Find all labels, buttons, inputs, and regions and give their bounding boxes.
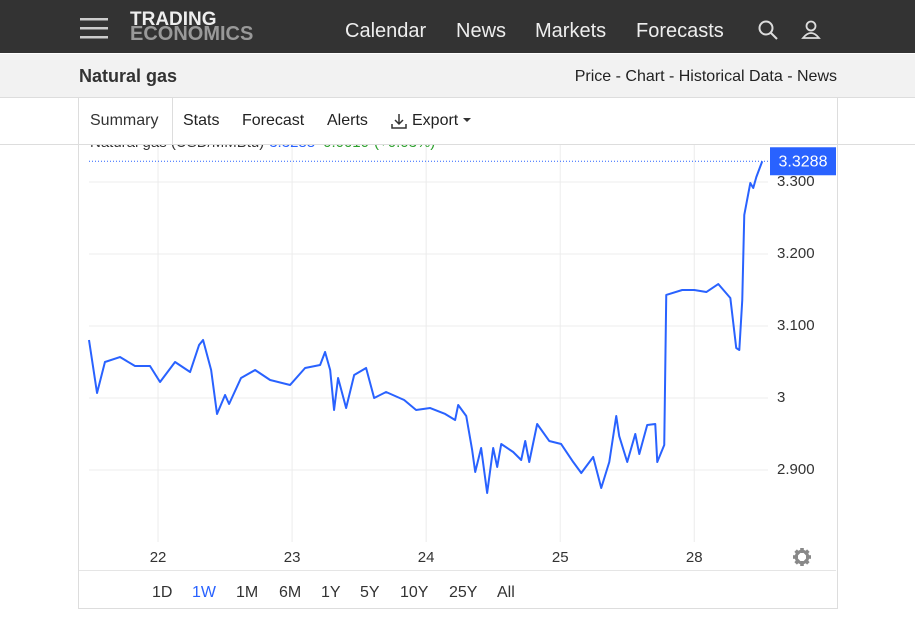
chart-box (78, 98, 838, 609)
user-icon[interactable] (801, 20, 823, 42)
header-link[interactable]: Price (574, 68, 612, 85)
legend-name: Natural gas (USD/MMBtu) (90, 145, 264, 151)
nav-link[interactable]: Calendar (345, 20, 427, 42)
legend-change-pct: (+0.03%) (374, 145, 435, 151)
x-tick-label: 22 (150, 549, 167, 566)
last-value-box (770, 147, 836, 176)
header-link[interactable]: Historical Data (678, 68, 783, 85)
tab[interactable]: Stats (183, 112, 220, 129)
price-line (88, 160, 764, 495)
chart: 2.90033.1003.2003.30022232425283.3288Nat… (88, 145, 836, 566)
logo-line: ECONOMICS (130, 23, 254, 45)
y-tick-label: 3.100 (777, 317, 815, 334)
divider (79, 570, 836, 571)
range-button[interactable]: 1D (152, 584, 173, 601)
range-button[interactable]: 6M (279, 584, 302, 601)
range-button[interactable]: 1M (236, 584, 259, 601)
legend-change: 0.0010 (323, 145, 369, 151)
range-button[interactable]: All (497, 584, 515, 601)
y-tick-label: 3.200 (777, 245, 815, 262)
header-link[interactable]: Chart (625, 68, 665, 85)
nav-bar: TRADING ECONOMICS Calendar News Markets … (0, 0, 915, 53)
tab[interactable]: Alerts (327, 112, 368, 129)
tab[interactable]: Forecast (242, 112, 305, 129)
nav-link[interactable]: Markets (535, 20, 607, 42)
search-icon[interactable] (758, 20, 780, 42)
tabs-row (0, 98, 915, 145)
range-button[interactable]: 1W (192, 584, 216, 601)
logo-line: TRADING (130, 9, 217, 30)
header-link[interactable]: News (796, 68, 837, 85)
x-tick-label: 28 (686, 549, 703, 566)
header-links: Price - Chart - Historical Data - News (574, 68, 837, 85)
legend: Natural gas (USD/MMBtu) 3.3288 0.0010 (+0.0… (90, 145, 435, 151)
menu-icon[interactable] (80, 17, 110, 41)
header-bar: Natural gas Price - Chart - Historical D… (0, 54, 915, 98)
range-button[interactable]: 10Y (400, 584, 429, 601)
tab[interactable]: Summary (90, 112, 159, 129)
last-value-label: 3.3288 (779, 153, 828, 170)
range-button[interactable]: 1Y (321, 584, 341, 601)
x-tick-label: 24 (418, 549, 435, 566)
caret (463, 118, 471, 122)
y-tick-label: 2.900 (777, 461, 815, 478)
legend-last: 3.3288 (269, 145, 315, 151)
page-title: Natural gas (79, 66, 178, 86)
settings-icon[interactable] (793, 548, 811, 566)
logo[interactable]: TRADING ECONOMICS (130, 9, 254, 45)
y-tick-label: 3 (777, 389, 785, 406)
x-tick-label: 23 (284, 549, 301, 566)
nav-link[interactable]: News (456, 20, 507, 42)
export-icon (391, 114, 407, 129)
x-tick-label: 25 (552, 549, 569, 566)
tab-active-bg (78, 98, 173, 144)
range-button[interactable]: 25Y (449, 584, 478, 601)
nav-link[interactable]: Forecasts (636, 20, 724, 42)
y-tick-label: 3.300 (777, 173, 815, 190)
tab[interactable]: Export (412, 112, 459, 129)
range-button[interactable]: 5Y (360, 584, 380, 601)
gear-ring (794, 549, 810, 565)
